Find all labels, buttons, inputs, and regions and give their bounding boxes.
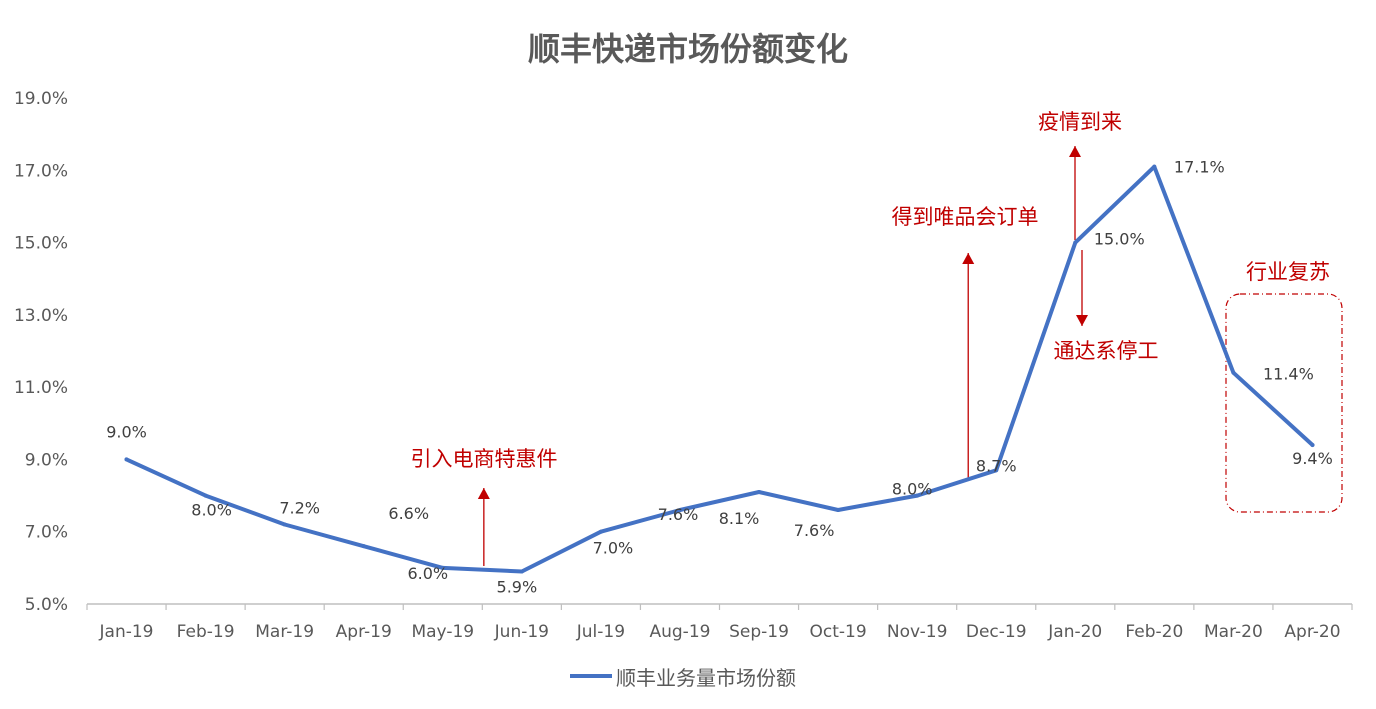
x-tick-label: Jul-19 — [576, 622, 625, 642]
data-label: 17.1% — [1174, 158, 1225, 177]
data-label: 7.6% — [658, 505, 699, 524]
y-tick-label: 9.0% — [25, 450, 68, 470]
annotation-dashed-box — [1225, 293, 1343, 513]
x-tick-label: Jun-19 — [494, 622, 549, 642]
x-tick-label: Apr-19 — [336, 622, 392, 642]
data-point — [677, 508, 682, 513]
data-label: 9.0% — [106, 422, 147, 441]
data-label: 7.2% — [279, 498, 320, 517]
data-point — [1310, 442, 1315, 447]
x-tick-label: Oct-19 — [810, 622, 867, 642]
data-label: 8.1% — [719, 509, 760, 528]
annotation-arrowhead — [477, 488, 490, 499]
x-tick-label: Aug-19 — [649, 622, 710, 642]
annotation-arrowhead — [1069, 146, 1081, 157]
x-tick-label: Jan-19 — [99, 622, 154, 642]
x-tick-label: Feb-20 — [1125, 622, 1183, 642]
data-label: 8.0% — [191, 501, 232, 520]
y-tick-label: 17.0% — [14, 161, 68, 181]
data-point — [757, 489, 762, 494]
annotation-arrowhead — [1076, 315, 1088, 326]
data-label: 8.0% — [892, 480, 933, 499]
data-label: 8.7% — [976, 456, 1017, 475]
data-point — [1152, 164, 1157, 169]
legend-swatch — [570, 674, 612, 678]
y-tick-label: 19.0% — [14, 89, 68, 109]
y-axis-ticks: 5.0% 7.0% 9.0% 11.0% 13.0% 15.0% 17.0% 19.0% — [14, 89, 68, 615]
data-point — [203, 493, 208, 498]
legend-label: 顺丰业务量市场份额 — [616, 665, 796, 690]
data-point — [836, 508, 841, 513]
data-point — [124, 457, 129, 462]
data-point — [519, 569, 524, 574]
x-tick-label: Nov-19 — [887, 622, 948, 642]
data-label: 6.0% — [407, 564, 448, 583]
y-tick-label: 5.0% — [25, 595, 68, 615]
annotation-label: 行业复苏 — [1246, 260, 1330, 284]
data-label: 9.4% — [1292, 449, 1333, 468]
annotation-label: 得到唯品会订单 — [892, 205, 1039, 229]
data-point — [994, 468, 999, 473]
annotation-arrowhead — [962, 253, 975, 264]
y-tick-label: 15.0% — [14, 234, 68, 254]
data-point — [598, 529, 603, 534]
data-label: 7.6% — [794, 521, 835, 540]
x-tick-label: Jan-20 — [1047, 622, 1102, 642]
annotation-label: 通达系停工 — [1054, 339, 1159, 363]
x-tick-label: Mar-19 — [255, 622, 314, 642]
axes — [86, 603, 1353, 610]
data-label: 5.9% — [497, 577, 538, 596]
annotation-label: 引入电商特惠件 — [411, 447, 558, 471]
x-tick-label: Sep-19 — [729, 622, 789, 642]
data-label: 7.0% — [593, 539, 634, 558]
data-point — [361, 544, 366, 549]
series-layer — [124, 164, 1315, 574]
data-point — [1231, 370, 1236, 375]
x-tick-label: Dec-19 — [966, 622, 1027, 642]
data-label: 6.6% — [388, 504, 429, 523]
data-point — [282, 522, 287, 527]
data-label: 15.0% — [1094, 230, 1145, 249]
x-tick-label: May-19 — [411, 622, 474, 642]
x-tick-label: Feb-19 — [177, 622, 235, 642]
data-label: 11.4% — [1263, 365, 1314, 384]
series-line — [124, 164, 1315, 574]
x-tick-label: Mar-20 — [1204, 622, 1263, 642]
chart-title: 顺丰快递市场份额变化 — [527, 30, 848, 68]
data-point — [440, 565, 445, 570]
y-tick-label: 13.0% — [14, 306, 68, 326]
x-tick-label: Apr-20 — [1284, 622, 1340, 642]
legend: 顺丰业务量市场份额 — [570, 662, 796, 690]
data-points — [124, 164, 1315, 574]
data-labels: 9.0% 8.0% 7.2% 6.6% 6.0% 5.9% 7.0% 7.6% 8.1% 7.6%… — [106, 158, 1333, 597]
x-axis-ticks: Jan-19 Feb-19 Mar-19 Apr-19 May-19 Jun-19 Jul-… — [99, 622, 1341, 642]
y-tick-label: 7.0% — [25, 523, 68, 543]
data-point — [915, 493, 920, 498]
data-point — [1073, 240, 1078, 245]
annotation-label: 疫情到来 — [1038, 110, 1122, 134]
y-tick-label: 11.0% — [14, 378, 68, 398]
